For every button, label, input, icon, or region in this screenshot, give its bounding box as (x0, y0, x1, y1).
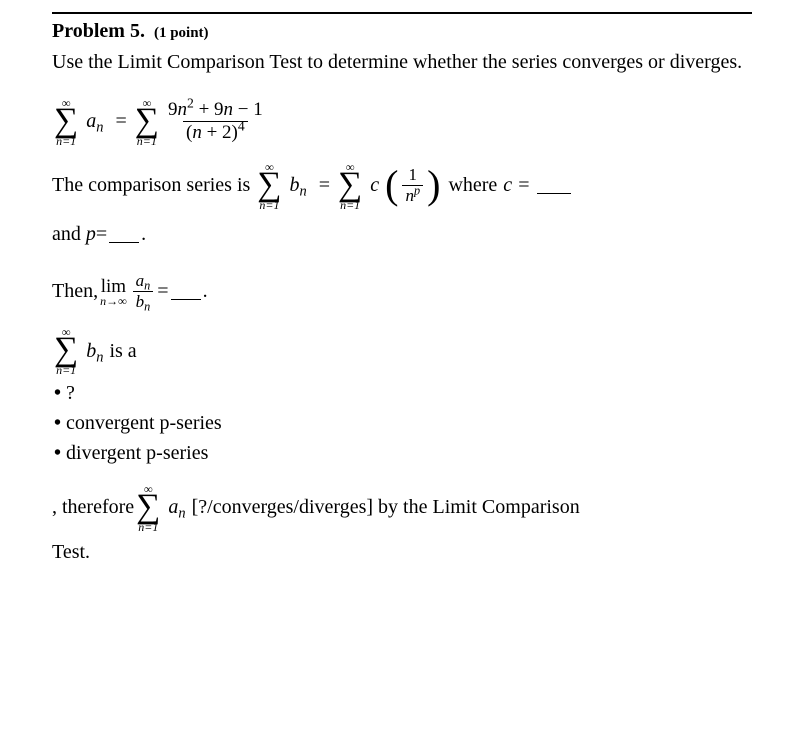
options-list: ? convergent p-series divergent p-series (54, 380, 752, 467)
sigma-symbol: ∑ (54, 107, 78, 136)
fraction-denominator: (n + 2)4 (183, 121, 248, 144)
sigma-bn-2: ∞ ∑ n=1 (54, 326, 78, 376)
comparison-prefix: The comparison series is (52, 172, 250, 199)
blank-c[interactable] (537, 177, 571, 194)
sigma-c: ∞ ∑ n=1 (338, 161, 362, 211)
and-text: and (52, 221, 81, 248)
term-an: an (86, 108, 103, 135)
sigma-right: ∞ ∑ n=1 (135, 97, 159, 147)
one-over-np: 1 np (402, 166, 423, 206)
left-paren: ( (385, 171, 398, 199)
option-question[interactable]: ? (54, 380, 752, 407)
option-divergent[interactable]: divergent p-series (54, 440, 752, 467)
is-a-text: is a (109, 338, 136, 365)
c-var: c (370, 172, 379, 199)
c-var-2: c (503, 172, 512, 199)
where-text: where (448, 172, 497, 199)
series-equation: ∞ ∑ n=1 an = ∞ ∑ n=1 9n2 + 9n − 1 (n + 2… (52, 97, 752, 147)
sigma-left: ∞ ∑ n=1 (54, 97, 78, 147)
sigma-bn: ∞ ∑ n=1 (257, 161, 281, 211)
instruction-text: Use the Limit Comparison Test to determi… (52, 47, 752, 77)
an-over-bn: an bn (133, 272, 154, 312)
frac-num-1: 1 (406, 166, 421, 186)
frac-bn: bn (133, 291, 154, 312)
period-lim: . (203, 278, 208, 305)
lim-block: lim n→∞ (100, 277, 127, 307)
and-p-line: and p = . (52, 221, 752, 248)
fraction-numerator: 9n2 + 9n − 1 (165, 100, 266, 122)
bn-is-a-line: ∞ ∑ n=1 bn is a (52, 326, 752, 376)
p-eq: = (96, 221, 107, 248)
sigma-an-final: ∞ ∑ n=1 (136, 483, 160, 533)
test-line: Test. (52, 539, 752, 566)
blank-p[interactable] (109, 226, 139, 243)
blank-limit[interactable] (171, 283, 201, 300)
lim-sub: n→∞ (100, 295, 127, 307)
then-text: Then, (52, 278, 98, 305)
right-paren: ) (427, 171, 440, 199)
problem-title: Problem 5. (52, 20, 145, 42)
sigma-bottom: n=1 (56, 135, 76, 147)
equals-sign-2: = (319, 172, 330, 199)
bracket-text: [?/converges/diverges] by the Limit Comp… (192, 494, 580, 521)
bn-term: bn (86, 338, 103, 365)
lim-eq: = (157, 278, 168, 305)
therefore-text: , therefore (52, 494, 134, 521)
p-var: p (86, 221, 96, 248)
equals-sign: = (115, 108, 126, 135)
frac-den-np: np (402, 185, 423, 206)
comparison-line: The comparison series is ∞ ∑ n=1 bn = ∞ … (52, 161, 752, 211)
conclusion-line: , therefore ∞ ∑ n=1 an [?/converges/dive… (52, 483, 752, 533)
option-convergent[interactable]: convergent p-series (54, 410, 752, 437)
period-p: . (141, 221, 146, 248)
term-bn: bn (290, 172, 307, 199)
an-final: an (168, 494, 185, 521)
limit-line: Then, lim n→∞ an bn = . (52, 272, 752, 312)
test-text: Test. (52, 539, 90, 566)
problem-points: (1 point) (154, 25, 209, 41)
frac-an: an (133, 272, 154, 292)
equals-sign-3: = (518, 172, 529, 199)
problem-header: Problem 5. (1 point) (52, 12, 752, 45)
series-fraction: 9n2 + 9n − 1 (n + 2)4 (165, 100, 266, 145)
